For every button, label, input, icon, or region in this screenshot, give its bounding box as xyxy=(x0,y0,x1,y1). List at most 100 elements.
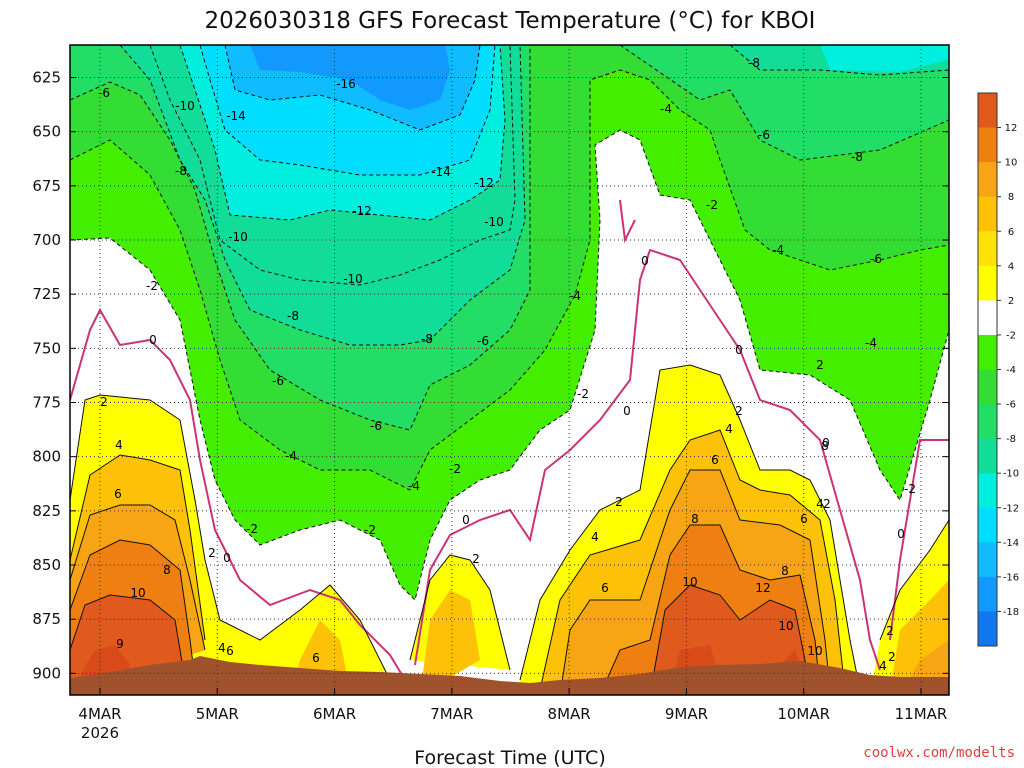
x-axis: 4MAR 5MAR 6MAR 7MAR 8MAR 9MAR 10MAR 11MAR xyxy=(78,688,947,723)
contour-labels: -16 -14 -14 -12 -12 -10 -10 -10 -10 -8 -8 -8 -8 -8 -6 -… xyxy=(98,56,916,673)
colorbar-label: -12 xyxy=(1003,503,1019,514)
contour-label: -8 xyxy=(421,332,433,346)
colorbar-label: -4 xyxy=(1006,365,1016,376)
contour-label: 2 xyxy=(100,395,108,409)
y-tick-label: 725 xyxy=(32,285,61,303)
colorbar-label: 12 xyxy=(1005,123,1018,134)
contour-label: 2 xyxy=(888,650,896,664)
contour-label: -6 xyxy=(98,86,110,100)
contour-label: -8 xyxy=(175,164,187,178)
colorbar-label: -8 xyxy=(1006,434,1016,445)
colorbar-label: 6 xyxy=(1008,227,1014,238)
colorbar-swatch xyxy=(978,438,997,474)
contour-label: -6 xyxy=(758,128,770,142)
chart-title: 2026030318 GFS Forecast Temperature (°C)… xyxy=(205,8,816,34)
colorbar-swatch xyxy=(978,162,997,198)
colorbar-label: 2 xyxy=(1008,296,1014,307)
y-tick-label: 675 xyxy=(32,177,61,195)
contour-label: -4 xyxy=(660,102,672,116)
contour-label: -14 xyxy=(226,109,246,123)
contour-label: 2 xyxy=(823,497,831,511)
contour-label: -2 xyxy=(146,279,158,293)
contour-label: -16 xyxy=(336,77,356,91)
y-tick-label: 875 xyxy=(32,610,61,628)
contour-label: 4 xyxy=(115,438,123,452)
colorbar-label: 10 xyxy=(1005,158,1018,169)
contour-label: 0 xyxy=(735,343,743,357)
terrain xyxy=(70,656,949,695)
x-tick-label: 5MAR xyxy=(196,705,239,723)
colorbar-swatch xyxy=(978,576,997,612)
contour-label: -2 xyxy=(904,482,916,496)
x-tick-label: 11MAR xyxy=(895,705,948,723)
contour-label: -8 xyxy=(748,56,760,70)
y-tick-label: 775 xyxy=(32,394,61,412)
y-tick-label: 825 xyxy=(32,502,61,520)
colorbar-swatch xyxy=(978,611,997,647)
contour-label: 4 xyxy=(816,497,824,511)
contour-label: 10 xyxy=(807,644,822,658)
contour-label: -4 xyxy=(285,449,297,463)
contour-label: 2 xyxy=(615,495,623,509)
contour-label: 0 xyxy=(623,404,631,418)
colorbar-swatch xyxy=(978,473,997,509)
contour-label: -6 xyxy=(272,374,284,388)
contour-label: -4 xyxy=(772,243,784,257)
contour-label: 2 xyxy=(208,546,216,560)
contour-label: -2 xyxy=(577,387,589,401)
contour-label: 2 xyxy=(886,624,894,638)
contour-label: 6 xyxy=(800,512,808,526)
cold-contours xyxy=(70,45,949,601)
contour-label: -4 xyxy=(569,289,581,303)
colorbar-swatch xyxy=(978,196,997,232)
x-tick-label: 6MAR xyxy=(313,705,356,723)
contour-label: -4 xyxy=(865,336,877,350)
contour-label: 12 xyxy=(755,581,770,595)
freezing-line xyxy=(70,199,949,681)
credit-text: coolwx.com/modelts xyxy=(863,745,1015,761)
contour-label: -8 xyxy=(287,309,299,323)
contour-label: 6 xyxy=(226,644,234,658)
colorbar: 12 10 8 6 4 2 -2 -4 -6 -8 -10 -12 -14 -16 -18 xyxy=(977,92,1019,647)
contour-label: -10 xyxy=(484,215,504,229)
colorbar-label: -18 xyxy=(1003,607,1019,618)
contour-label: 4 xyxy=(591,530,599,544)
y-tick-label: 700 xyxy=(32,231,61,249)
contour-label: 10 xyxy=(130,586,145,600)
contour-label: 8 xyxy=(163,563,171,577)
colorbar-swatch xyxy=(978,231,997,267)
x-tick-label: 9MAR xyxy=(665,705,708,723)
colorbar-label: -10 xyxy=(1003,469,1019,480)
band-plus-8 xyxy=(70,525,820,695)
x-axis-year-label: 2026 xyxy=(81,724,119,742)
contour-label: -12 xyxy=(474,176,494,190)
contour-label: 6 xyxy=(711,453,719,467)
y-tick-label: 850 xyxy=(32,556,61,574)
contour-label: -10 xyxy=(175,99,195,113)
contour-label: 4 xyxy=(218,641,226,655)
contour-label: -2 xyxy=(706,198,718,212)
contour-label: 9 xyxy=(116,637,124,651)
x-tick-label: 4MAR xyxy=(78,705,121,723)
colorbar-label: 4 xyxy=(1008,261,1014,272)
grid-lines xyxy=(70,45,949,695)
contour-label: 6 xyxy=(114,487,122,501)
colorbar-swatch xyxy=(978,404,997,440)
contour-label: -14 xyxy=(431,165,451,179)
y-tick-label: 650 xyxy=(32,123,61,141)
contour-label: 8 xyxy=(781,564,789,578)
contour-label: 6 xyxy=(601,581,609,595)
contour-label: 4 xyxy=(725,422,733,436)
colorbar-swatch xyxy=(978,507,997,543)
contour-label: -8 xyxy=(851,150,863,164)
contour-label: 8 xyxy=(691,512,699,526)
contour-label: 8 xyxy=(821,439,829,453)
colorbar-swatch xyxy=(978,542,997,578)
colorbar-label: -14 xyxy=(1003,538,1019,549)
colorbar-label: -16 xyxy=(1003,572,1019,583)
contour-label: 0 xyxy=(897,527,905,541)
contour-label: -10 xyxy=(343,272,363,286)
colorbar-label: 8 xyxy=(1008,192,1014,203)
x-tick-label: 8MAR xyxy=(548,705,591,723)
